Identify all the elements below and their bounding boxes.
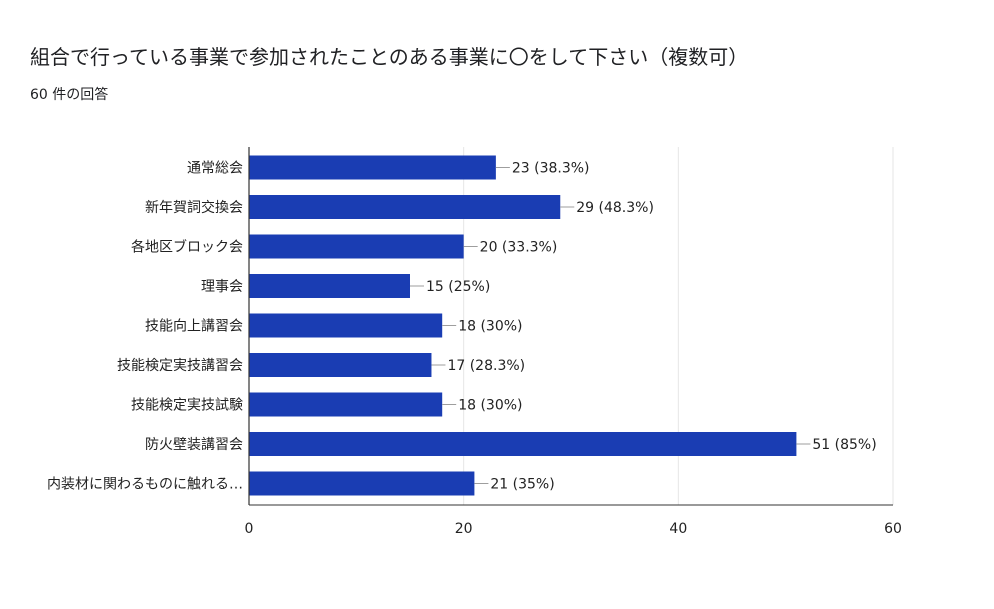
category-label: 通常総会 xyxy=(187,161,243,177)
chart-title: 組合で行っている事業で参加されたことのある事業に〇をして下さい（複数可） xyxy=(30,45,749,69)
bar xyxy=(249,471,475,496)
data-label: 15 (25%) xyxy=(426,279,490,295)
data-label: 18 (30%) xyxy=(458,398,522,414)
category-label: 技能向上講習会 xyxy=(145,319,243,335)
category-label: 各地区ブロック会 xyxy=(131,239,243,256)
bar xyxy=(249,155,496,180)
data-label: 51 (85%) xyxy=(812,437,876,453)
x-tick-label: 0 xyxy=(245,521,254,537)
data-label: 21 (35%) xyxy=(490,477,554,493)
bar xyxy=(249,432,797,456)
bar xyxy=(249,274,410,298)
data-label: 29 (48.3%) xyxy=(576,200,654,216)
x-tick-label: 20 xyxy=(455,521,473,537)
data-label: 17 (28.3%) xyxy=(447,358,525,374)
bar xyxy=(249,313,443,338)
x-tick-label: 60 xyxy=(884,521,902,537)
category-label: 理事会 xyxy=(201,279,243,295)
response-count: 60 件の回答 xyxy=(30,87,109,103)
category-label: 新年賀詞交換会 xyxy=(145,199,243,216)
bar xyxy=(249,234,464,259)
bar xyxy=(249,353,432,377)
category-label: 防火壁装講習会 xyxy=(145,437,243,453)
data-label: 23 (38.3%) xyxy=(512,161,590,177)
category-label: 内装材に関わるものに触れる… xyxy=(47,477,243,493)
bar xyxy=(249,392,443,417)
data-label: 18 (30%) xyxy=(458,319,522,335)
x-tick-label: 40 xyxy=(669,521,687,537)
bar xyxy=(249,195,561,219)
category-label: 技能検定実技試験 xyxy=(131,398,243,414)
category-label: 技能検定実技講習会 xyxy=(117,358,243,374)
data-label: 20 (33.3%) xyxy=(480,240,558,256)
